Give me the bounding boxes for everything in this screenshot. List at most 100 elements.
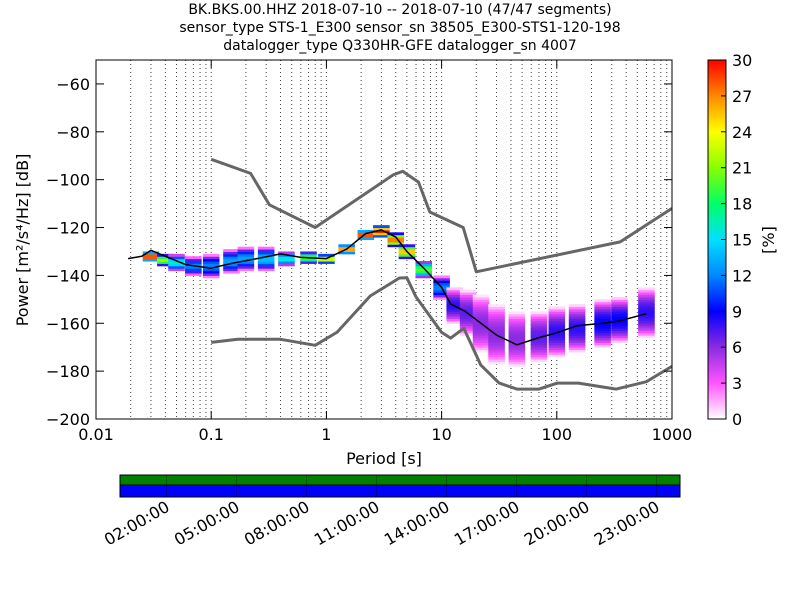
x-tick-label: 0.1 (198, 425, 223, 444)
y-tick-label: −100 (46, 171, 90, 190)
density-cell (257, 251, 275, 255)
density-cell (638, 320, 655, 324)
density-cell (488, 335, 505, 339)
density-cell (168, 253, 185, 257)
density-cell (318, 261, 335, 264)
density-cell (594, 340, 611, 343)
density-cell (530, 337, 548, 341)
density-cell (446, 313, 464, 317)
density-cell (638, 332, 655, 336)
density-cell (594, 313, 611, 317)
density-cell (508, 318, 526, 322)
density-cell (472, 318, 490, 322)
density-cell (459, 292, 477, 296)
density-cell (611, 316, 628, 319)
density-cell (611, 337, 628, 341)
density-cell (459, 296, 477, 300)
density-cell (548, 335, 566, 339)
density-cell (530, 320, 548, 324)
density-cell (433, 294, 450, 298)
density-cell (508, 340, 526, 343)
density-cell (278, 261, 295, 264)
density-cell (638, 308, 655, 312)
mode-line (127, 229, 647, 346)
timeline-bar (119, 474, 681, 498)
density-cell (568, 335, 586, 339)
density-cell (548, 354, 566, 358)
density-cell (278, 256, 295, 260)
density-cell (257, 265, 275, 269)
density-cell (157, 258, 174, 262)
density-cell (472, 308, 490, 312)
density-cell (548, 316, 566, 319)
density-cell (530, 325, 548, 329)
density-cell (373, 232, 390, 236)
density-cell (433, 282, 450, 286)
density-cell (257, 256, 275, 260)
density-cell (638, 311, 655, 315)
y-tick-label: −160 (46, 314, 90, 333)
density-cell (142, 251, 160, 255)
colorbar-label: [%] (759, 226, 778, 254)
density-cell (508, 325, 526, 329)
density-cell (185, 261, 202, 264)
density-cell (568, 308, 586, 312)
density-cell (548, 306, 566, 310)
density-cell (638, 299, 655, 303)
density-cell (568, 316, 586, 319)
density-cell (530, 323, 548, 327)
timeline-label: 17:00:00 (451, 497, 523, 549)
density-cell (202, 273, 220, 276)
density-cell (530, 356, 548, 360)
x-tick-label: 100 (542, 425, 573, 444)
colorbar-tick-label: 18 (732, 195, 752, 214)
density-cell (594, 299, 611, 303)
density-cell (638, 316, 655, 319)
density-cell (202, 258, 220, 262)
density-cell (223, 270, 240, 274)
density-cell (530, 354, 548, 358)
density-cell (168, 256, 185, 260)
density-cell (568, 340, 586, 343)
density-cell (300, 253, 317, 257)
density-cell (568, 328, 586, 331)
noise-model-high (210, 157, 672, 274)
density-cell (415, 268, 433, 272)
density-cell (223, 258, 240, 262)
density-cell (488, 318, 505, 322)
density-cell (611, 308, 628, 312)
colorbar-tick-label: 30 (732, 51, 752, 70)
density-cell (202, 265, 220, 269)
density-cell (257, 261, 275, 264)
density-cell (223, 268, 240, 272)
density-cell (508, 359, 526, 363)
density-cell (568, 304, 586, 308)
density-cell (472, 349, 490, 353)
density-cell (548, 337, 566, 341)
density-cell (611, 304, 628, 308)
mode-curve (127, 229, 647, 346)
density-cell (488, 325, 505, 329)
density-cell (257, 263, 275, 267)
density-cell (568, 320, 586, 324)
density-cell (202, 270, 220, 274)
density-cell (398, 251, 416, 255)
density-cell (568, 337, 586, 341)
density-cell (472, 313, 490, 317)
y-tick-label: −80 (56, 123, 90, 142)
density-cell (446, 318, 464, 322)
density-cell (223, 249, 240, 252)
density-cell (488, 320, 505, 324)
density-cell (278, 251, 295, 255)
density-cell (548, 313, 566, 317)
density-cell (508, 347, 526, 351)
y-tick-label: −180 (46, 362, 90, 381)
density-cell (338, 249, 355, 252)
density-cell (257, 253, 275, 257)
density-cell (508, 354, 526, 358)
density-cell (459, 299, 477, 303)
density-cell (488, 340, 505, 343)
density-cell (488, 306, 505, 310)
x-tick-label: 1000 (652, 425, 693, 444)
density-cell (185, 273, 202, 276)
